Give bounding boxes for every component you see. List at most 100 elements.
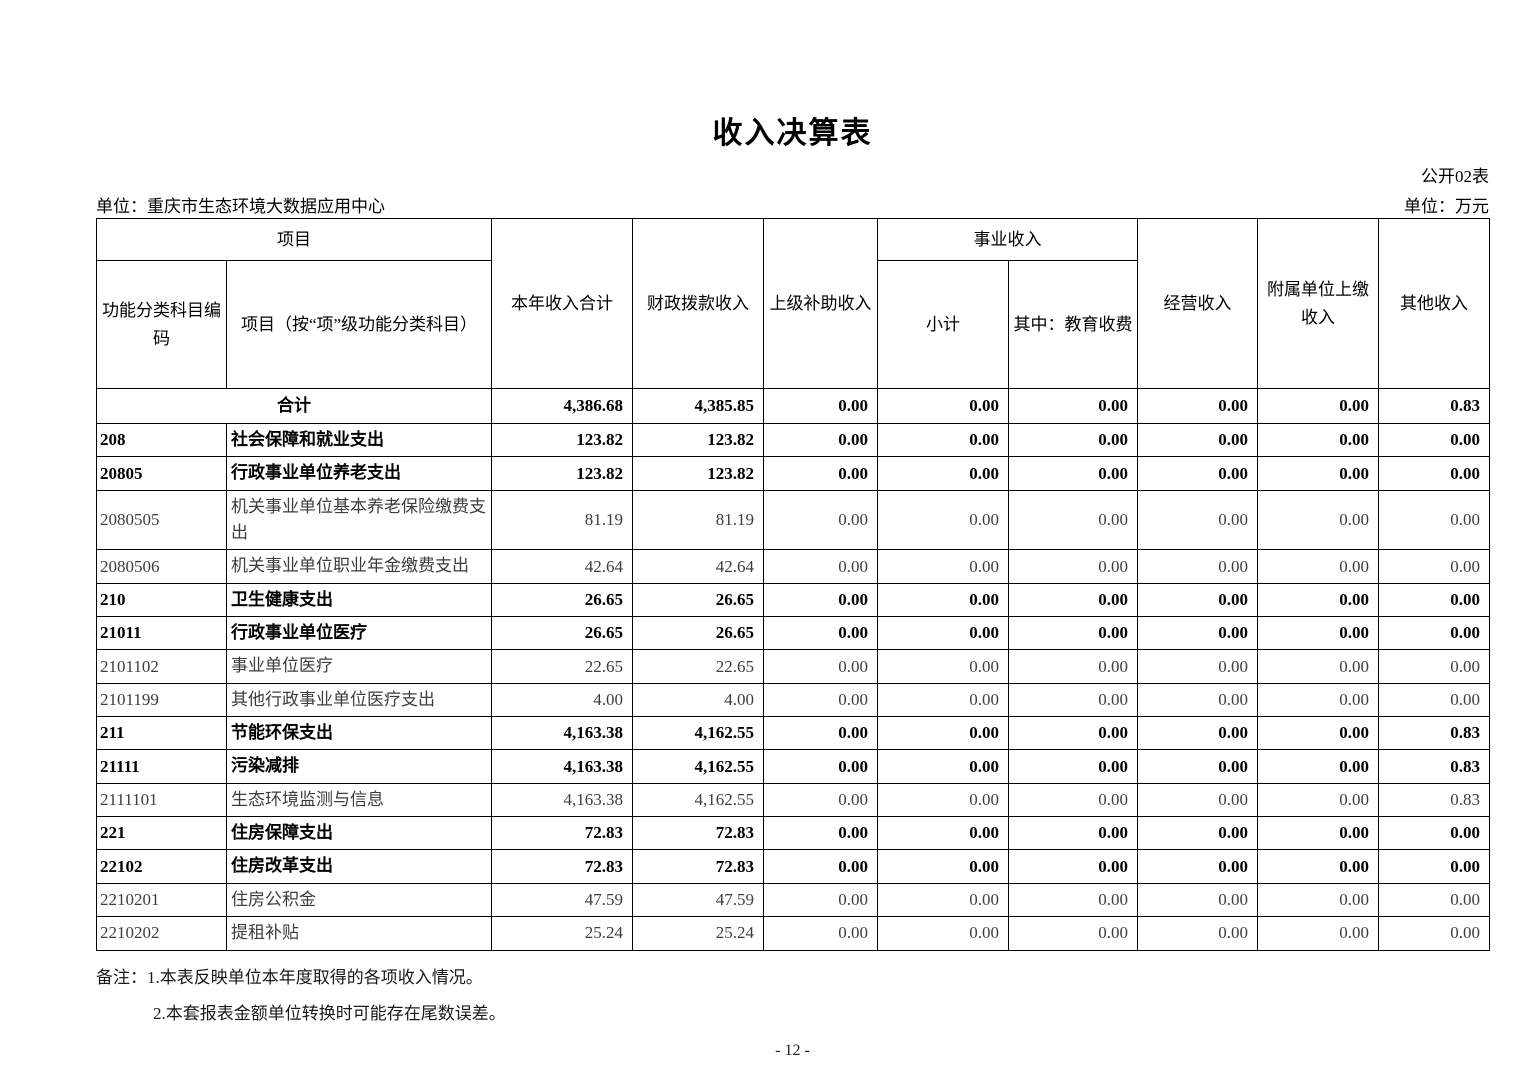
cell-value: 0.00: [1137, 388, 1258, 424]
cell-value: 0.00: [877, 456, 1009, 491]
cell-value: 0.00: [1137, 489, 1258, 551]
cell-project: 提租补贴: [226, 916, 492, 951]
cell-project: 污染减排: [226, 749, 492, 784]
cell-project: 卫生健康支出: [226, 582, 492, 618]
cell-value: 0.00: [1137, 716, 1258, 751]
cell-code: 2080505: [96, 489, 227, 551]
cell-value: 0.00: [1378, 422, 1490, 458]
cell-value: 0.00: [1137, 422, 1258, 458]
cell-value: 0.00: [1008, 616, 1138, 651]
cell-value: 25.24: [491, 916, 633, 951]
cell-value: 0.00: [763, 716, 878, 751]
note-text-1: 1.本表反映单位本年度取得的各项收入情况。: [147, 968, 483, 987]
table-row: 2101199 其他行政事业单位医疗支出 4.00 4.00 0.00 0.00 0.00 0…: [96, 682, 1490, 718]
cell-code: 2210202: [96, 916, 227, 951]
cell-value: 0.00: [1008, 649, 1138, 684]
cell-code: 211: [96, 716, 227, 751]
cell-value: 4,162.55: [632, 749, 764, 784]
cell-value: 0.00: [1257, 456, 1379, 491]
cell-value: 4,163.38: [491, 782, 633, 818]
table-row: 2101102 事业单位医疗 22.65 22.65 0.00 0.00 0.00 0.00 0…: [96, 649, 1490, 684]
cell-value: 0.00: [1257, 782, 1379, 818]
cell-value: 123.82: [491, 422, 633, 458]
cell-value: 26.65: [491, 582, 633, 618]
table-row: 21111 污染减排 4,163.38 4,162.55 0.00 0.00 0.00 0.0…: [96, 749, 1490, 784]
cell-value: 0.00: [1137, 882, 1258, 918]
cell-project: 住房改革支出: [226, 849, 492, 884]
cell-code: 2210201: [96, 882, 227, 918]
table-row: 20805 行政事业单位养老支出 123.82 123.82 0.00 0.00 0.00 0…: [96, 456, 1490, 491]
currency-unit-label: 单位：万元: [1404, 197, 1489, 216]
cell-value: 0.00: [1137, 582, 1258, 618]
table-row: 221 住房保障支出 72.83 72.83 0.00 0.00 0.00 0.00 0.00 0…: [96, 816, 1490, 851]
cell-value: 0.00: [763, 916, 878, 951]
note-prefix: 备注：: [96, 968, 147, 987]
cell-value: 0.00: [1008, 916, 1138, 951]
cell-value: 0.00: [1257, 582, 1379, 618]
cell-value: 0.00: [1008, 882, 1138, 918]
cell-value: 72.83: [632, 816, 764, 851]
cell-value: 0.00: [1257, 749, 1379, 784]
cell-value: 0.00: [1378, 549, 1490, 584]
cell-value: 0.00: [1137, 649, 1258, 684]
cell-value: 0.00: [763, 849, 878, 884]
table-row: 22102 住房改革支出 72.83 72.83 0.00 0.00 0.00 0.00 0.0…: [96, 849, 1490, 884]
cell-value: 0.83: [1378, 782, 1490, 818]
cell-code: 2101102: [96, 649, 227, 684]
cell-value: 0.00: [1008, 716, 1138, 751]
cell-value: 0.00: [763, 549, 878, 584]
cell-value: 26.65: [491, 616, 633, 651]
cell-value: 0.00: [1378, 582, 1490, 618]
header-row-1: 项目 本年收入合计 财政拨款收入 上级补助收入 事业收入 经营收入 附属单位上缴…: [96, 218, 1490, 389]
cell-value: 0.00: [1257, 682, 1379, 718]
cell-value: 0.00: [1257, 816, 1379, 851]
header-subtotal: 小计: [877, 260, 1009, 389]
form-number-label: 公开02表: [1421, 167, 1489, 186]
table-row: 2210202 提租补贴 25.24 25.24 0.00 0.00 0.00 0.00 0.0…: [96, 916, 1490, 951]
cell-value: 0.00: [1257, 489, 1379, 551]
cell-value: 0.00: [877, 882, 1009, 918]
cell-value: 0.00: [1257, 716, 1379, 751]
cell-value: 0.00: [877, 422, 1009, 458]
cell-value: 0.00: [763, 489, 878, 551]
cell-value: 0.00: [1137, 682, 1258, 718]
cell-code: 21011: [96, 616, 227, 651]
cell-value: 4,163.38: [491, 749, 633, 784]
notes-block: 备注：1.本表反映单位本年度取得的各项收入情况。 2.本套报表金额单位转换时可能…: [96, 960, 506, 1031]
cell-value: 0.00: [1008, 582, 1138, 618]
cell-value: 0.00: [1008, 816, 1138, 851]
table-row: 211 节能环保支出 4,163.38 4,162.55 0.00 0.00 0.00 0.0…: [96, 716, 1490, 751]
unit-name-label: 单位：重庆市生态环境大数据应用中心: [96, 197, 385, 216]
cell-value: 0.00: [1378, 849, 1490, 884]
cell-value: 0.00: [763, 616, 878, 651]
cell-value: 42.64: [491, 549, 633, 584]
cell-value: 0.00: [1137, 916, 1258, 951]
cell-code: 21111: [96, 749, 227, 784]
header-superior-subsidy: 上级补助收入: [763, 218, 878, 389]
cell-value: 0.00: [763, 388, 878, 424]
cell-value: 0.83: [1378, 716, 1490, 751]
table-row: 2111101 生态环境监测与信息 4,163.38 4,162.55 0.00 0.00…: [96, 782, 1490, 818]
cell-value: 0.00: [877, 816, 1009, 851]
income-table-wrapper: 项目 本年收入合计 财政拨款收入 上级补助收入 事业收入 经营收入 附属单位上缴…: [96, 218, 1490, 951]
header-business-income-group: 事业收入: [877, 218, 1138, 261]
cell-value: 0.00: [1257, 388, 1379, 424]
cell-value: 42.64: [632, 549, 764, 584]
cell-value: 0.00: [877, 682, 1009, 718]
cell-value: 0.00: [877, 388, 1009, 424]
cell-value: 0.83: [1378, 749, 1490, 784]
cell-value: 123.82: [632, 456, 764, 491]
header-total-income: 本年收入合计: [491, 218, 633, 389]
cell-value: 0.00: [1378, 882, 1490, 918]
cell-value: 0.00: [763, 782, 878, 818]
cell-value: 0.00: [1378, 489, 1490, 551]
cell-value: 0.00: [763, 749, 878, 784]
cell-project: 生态环境监测与信息: [226, 782, 492, 818]
cell-value: 72.83: [491, 849, 633, 884]
cell-value: 0.00: [877, 549, 1009, 584]
cell-value: 0.00: [1008, 549, 1138, 584]
table-row: 21011 行政事业单位医疗 26.65 26.65 0.00 0.00 0.00 0.00 0…: [96, 616, 1490, 651]
cell-value: 72.83: [491, 816, 633, 851]
cell-value: 72.83: [632, 849, 764, 884]
